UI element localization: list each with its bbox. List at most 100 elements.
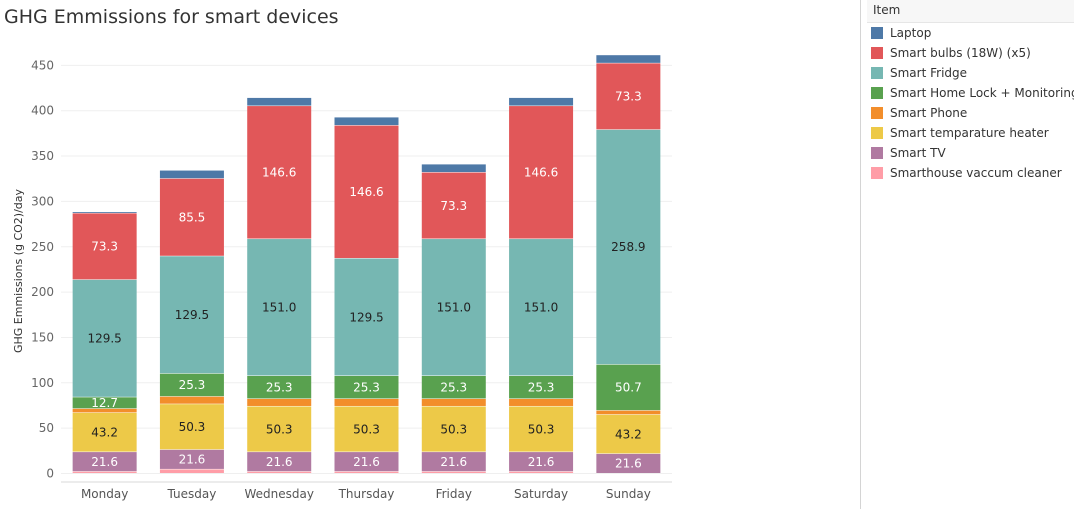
legend: Item Laptop Smart bulbs (18W) (x5) Smart F… — [867, 0, 1074, 183]
y-tick-label: 400 — [31, 104, 54, 118]
bar-segment[interactable] — [247, 452, 312, 472]
bar-segment[interactable] — [72, 471, 137, 473]
data-label: 50.3 — [179, 420, 206, 434]
data-label: 50.7 — [615, 381, 642, 395]
data-label: 25.3 — [440, 380, 467, 394]
legend-item[interactable]: Smart Fridge — [867, 63, 1074, 83]
bar-segment[interactable] — [596, 63, 661, 130]
data-label: 73.3 — [91, 240, 118, 254]
bar-segment[interactable] — [421, 239, 486, 376]
bar-segment[interactable] — [596, 414, 661, 454]
bar-segment[interactable] — [509, 398, 574, 406]
bar-segment[interactable] — [596, 410, 661, 415]
y-tick-label: 250 — [31, 240, 54, 254]
bar-segment[interactable] — [509, 452, 574, 472]
legend-item[interactable]: Smart temparature heater — [867, 123, 1074, 143]
data-label: 50.3 — [266, 422, 293, 436]
bar-segment[interactable] — [421, 398, 486, 406]
bar-segment[interactable] — [247, 398, 312, 406]
bar-segment[interactable] — [247, 106, 312, 239]
bar-segment[interactable] — [421, 172, 486, 239]
bar-segment[interactable] — [159, 469, 224, 473]
bar-segment[interactable] — [159, 396, 224, 404]
bar-segment[interactable] — [72, 212, 137, 213]
x-tick-label: Friday — [436, 487, 472, 501]
bar-segment[interactable] — [421, 406, 486, 452]
bar-segment[interactable] — [72, 279, 137, 397]
bar-segment[interactable] — [72, 213, 137, 280]
legend-swatch — [871, 107, 883, 119]
bar-segment[interactable] — [509, 97, 574, 106]
data-label: 21.6 — [353, 455, 380, 469]
x-tick-label: Sunday — [606, 487, 651, 501]
data-label: 73.3 — [615, 90, 642, 104]
bar-segment[interactable] — [72, 412, 137, 452]
bar-segment[interactable] — [334, 398, 399, 406]
legend-item[interactable]: Smart Home Lock + Monitoring — [867, 83, 1074, 103]
bar-segment[interactable] — [421, 375, 486, 399]
data-label: 25.3 — [266, 380, 293, 394]
data-label: 25.3 — [528, 380, 555, 394]
data-label: 25.3 — [179, 378, 206, 392]
bar-segment[interactable] — [421, 471, 486, 473]
data-label: 146.6 — [262, 166, 296, 180]
bar-segment[interactable] — [509, 375, 574, 399]
data-label: 21.6 — [528, 455, 555, 469]
data-label: 151.0 — [437, 301, 471, 315]
bar-segment[interactable] — [596, 129, 661, 365]
legend-swatch — [871, 87, 883, 99]
bar-segment[interactable] — [159, 449, 224, 469]
legend-label: Smart Phone — [890, 106, 968, 120]
bar-segment[interactable] — [159, 170, 224, 179]
bar-segment[interactable] — [72, 408, 137, 413]
legend-swatch — [871, 47, 883, 59]
legend-item[interactable]: Laptop — [867, 23, 1074, 43]
bar-segment[interactable] — [247, 471, 312, 473]
bar-segment[interactable] — [334, 258, 399, 376]
legend-label: Smart bulbs (18W) (x5) — [890, 46, 1031, 60]
bar-segment[interactable] — [72, 452, 137, 472]
y-tick-label: 350 — [31, 149, 54, 163]
bar-segment[interactable] — [334, 125, 399, 259]
bar-segment[interactable] — [509, 239, 574, 376]
bar-segment[interactable] — [421, 452, 486, 472]
bar-segment[interactable] — [247, 97, 312, 106]
bar-segment[interactable] — [596, 453, 661, 473]
bar-segment[interactable] — [334, 452, 399, 472]
legend-item[interactable]: Smart TV — [867, 143, 1074, 163]
bar-segment[interactable] — [334, 406, 399, 452]
bar-segment[interactable] — [334, 117, 399, 126]
legend-item[interactable]: Smart bulbs (18W) (x5) — [867, 43, 1074, 63]
bar-segment[interactable] — [159, 178, 224, 256]
bar-segment[interactable] — [247, 239, 312, 376]
bar-segment[interactable] — [247, 375, 312, 399]
data-label: 21.6 — [440, 455, 467, 469]
y-tick-label: 0 — [46, 467, 54, 481]
bar-segment[interactable] — [247, 406, 312, 452]
bar-segment[interactable] — [334, 375, 399, 399]
bar-segment[interactable] — [159, 404, 224, 450]
x-tick-label: Wednesday — [244, 487, 313, 501]
bar-segment[interactable] — [509, 406, 574, 452]
data-label: 21.6 — [615, 457, 642, 471]
legend-label: Smart TV — [890, 146, 946, 160]
bar-segment[interactable] — [334, 471, 399, 473]
y-tick-label: 100 — [31, 376, 54, 390]
bar-segment[interactable] — [159, 256, 224, 374]
data-label: 146.6 — [349, 185, 383, 199]
x-tick-label: Thursday — [338, 487, 395, 501]
legend-item[interactable]: Smarthouse vaccum cleaner — [867, 163, 1074, 183]
bar-segment[interactable] — [72, 397, 137, 409]
bar-segment[interactable] — [596, 55, 661, 63]
bar-segment[interactable] — [421, 164, 486, 173]
bar-segment[interactable] — [509, 106, 574, 239]
bar-segment[interactable] — [596, 364, 661, 411]
panel-divider — [860, 0, 861, 509]
chart-title: GHG Emmissions for smart devices — [4, 6, 339, 28]
chart-area: GHG Emmissions for smart devices 0 50 100 1… — [4, 6, 672, 501]
bar-segment[interactable] — [509, 471, 574, 473]
bar-segment[interactable] — [159, 373, 224, 397]
data-label: 85.5 — [179, 210, 206, 224]
legend-item[interactable]: Smart Phone — [867, 103, 1074, 123]
x-tick-label: Monday — [81, 487, 128, 501]
